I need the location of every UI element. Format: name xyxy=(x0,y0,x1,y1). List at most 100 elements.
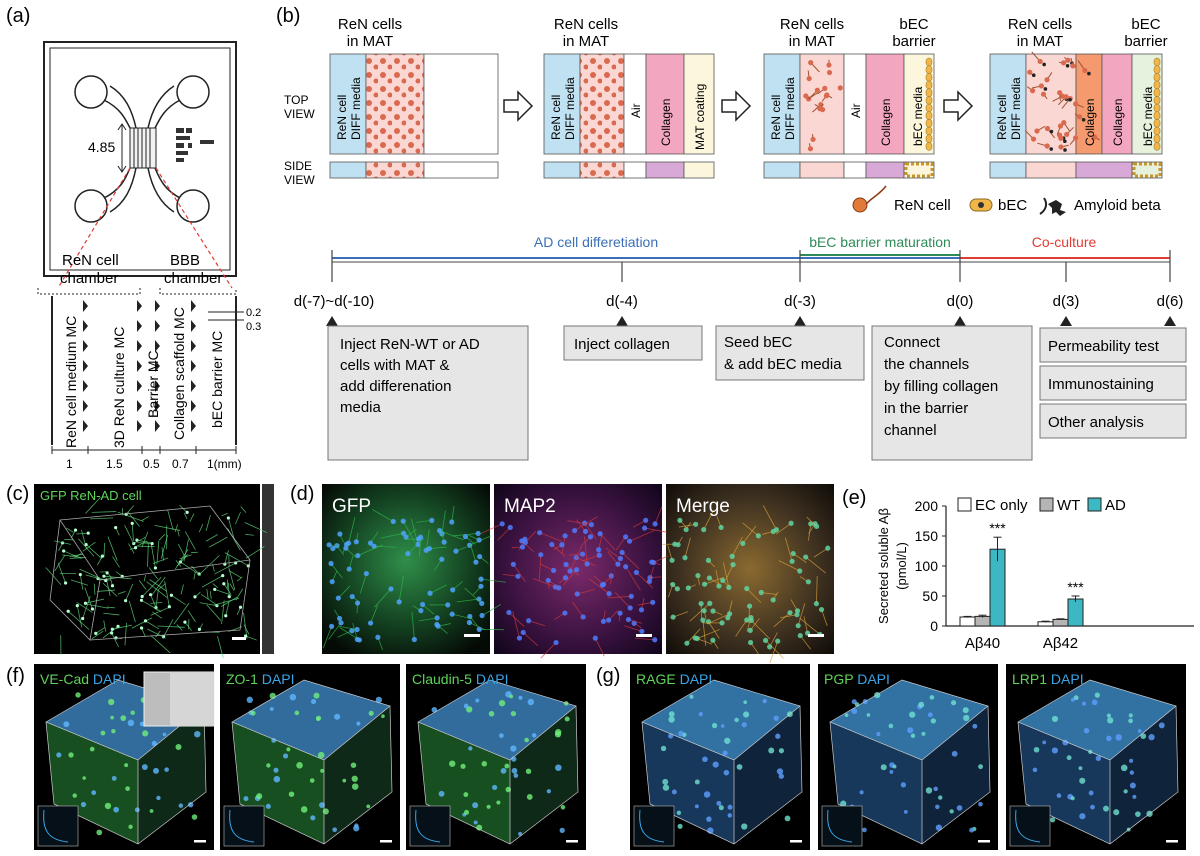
soma xyxy=(224,614,228,618)
neurite xyxy=(235,588,244,601)
process xyxy=(636,572,654,589)
neurite xyxy=(150,542,156,569)
stain-slab-left xyxy=(1018,722,1110,844)
stain-tile: ZO-1 DAPI xyxy=(220,664,400,850)
stained-cell xyxy=(927,712,933,718)
neurite xyxy=(206,604,222,621)
micropost xyxy=(137,400,142,412)
stain-inset-curve xyxy=(229,809,255,843)
stained-cell xyxy=(564,716,570,722)
step-other-box xyxy=(1039,403,1187,439)
stage4-collagen-label: Collagen xyxy=(1111,99,1125,146)
panel-c-scale-bar xyxy=(232,637,246,640)
neurite xyxy=(213,597,240,606)
bec-cell xyxy=(925,57,933,67)
stage4-side-mat xyxy=(1025,161,1077,179)
stained-cell xyxy=(375,696,383,704)
soma xyxy=(222,582,226,586)
neurite xyxy=(174,549,189,570)
step-permeability: Permeability test xyxy=(1039,327,1187,363)
stained-cell xyxy=(194,730,201,738)
stain-inset-curve xyxy=(1015,809,1041,843)
nucleus xyxy=(606,591,612,597)
soma xyxy=(63,581,68,585)
stained-cell xyxy=(778,748,785,754)
y-tick-label: 200 xyxy=(915,498,939,514)
stained-cell xyxy=(660,745,667,752)
nucleus xyxy=(627,605,633,611)
bar xyxy=(1067,598,1084,627)
ren-cell xyxy=(1058,135,1064,141)
chip-outline-inner xyxy=(49,47,231,271)
stain-scale-bar xyxy=(380,840,392,843)
stained-cell xyxy=(513,773,519,778)
stage2-mat-coating-label: MAT coating xyxy=(693,84,707,150)
nucleus xyxy=(499,521,505,527)
step-inject-collagen-box xyxy=(563,325,703,361)
stain-slab-left xyxy=(830,722,922,844)
process xyxy=(451,505,455,523)
stained-cell xyxy=(1106,713,1111,718)
neurite xyxy=(81,529,88,550)
step-other: Other analysis xyxy=(1039,403,1187,439)
stain-tile-label: RAGE DAPI xyxy=(636,671,712,687)
stained-cell xyxy=(75,692,81,698)
stained-cell xyxy=(187,801,194,808)
stage3-heading-1: ReN cells xyxy=(780,16,844,33)
stain-green-label: ZO-1 xyxy=(226,671,258,687)
stained-cell xyxy=(256,793,263,800)
stained-cell xyxy=(1129,782,1136,789)
bec-cell xyxy=(925,80,933,90)
width-label-3: 0.5 xyxy=(143,457,160,471)
panel-e: (e) 0 50 100 150 200 Secreted soluble Aβ (pmol… xyxy=(842,487,1194,652)
panel-label-d: (d) xyxy=(290,483,314,505)
process xyxy=(821,609,828,627)
step-connect-line-2: the channels xyxy=(884,356,969,373)
soma xyxy=(110,627,114,631)
micropost xyxy=(155,360,160,372)
process xyxy=(621,552,640,569)
ren-cell xyxy=(1092,134,1098,140)
micropost xyxy=(155,380,160,392)
stage4-barrier-collagen xyxy=(1075,53,1103,155)
nucleus xyxy=(623,564,629,570)
stained-cell xyxy=(151,740,157,747)
stained-cell xyxy=(518,695,523,700)
process xyxy=(644,527,667,533)
stained-cell xyxy=(518,831,523,836)
stained-cell xyxy=(1051,747,1058,754)
stained-cell xyxy=(460,763,466,769)
nucleus xyxy=(790,550,796,557)
step-connect-line-3: by filling collagen xyxy=(884,378,998,395)
stained-cell xyxy=(775,733,781,739)
stained-cell xyxy=(1128,713,1133,718)
stain-blue-label: DAPI xyxy=(676,671,713,687)
neurite xyxy=(198,523,204,533)
neurite xyxy=(107,536,118,561)
stain-green-label: PGP xyxy=(824,671,853,687)
process xyxy=(707,613,730,624)
stage4-side-collagen xyxy=(1075,161,1133,179)
legend-bec: bEC xyxy=(998,197,1027,214)
stained-cell xyxy=(784,815,791,822)
stain-slab-right xyxy=(1110,706,1178,844)
nucleus xyxy=(329,579,335,585)
day-label-2: d(-4) xyxy=(606,293,638,310)
stained-cell xyxy=(950,700,957,706)
stained-cell xyxy=(141,764,148,771)
neurite xyxy=(111,632,120,648)
process xyxy=(337,630,353,638)
panel-label-f: (f) xyxy=(6,665,25,687)
neurite xyxy=(184,531,196,550)
micropost xyxy=(191,400,196,412)
stained-cell xyxy=(80,801,87,808)
stained-cell xyxy=(1095,755,1102,762)
process xyxy=(723,562,730,588)
nucleus xyxy=(429,517,435,523)
stained-cell xyxy=(949,809,954,814)
nucleus xyxy=(400,530,407,536)
top-view-label-1: TOP xyxy=(284,93,308,107)
stained-cell xyxy=(727,804,733,810)
neurite xyxy=(212,583,219,589)
nucleus xyxy=(520,629,526,636)
